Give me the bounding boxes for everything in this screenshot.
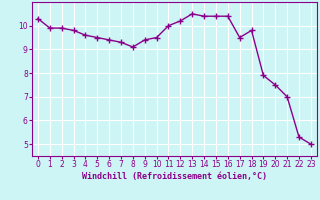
- X-axis label: Windchill (Refroidissement éolien,°C): Windchill (Refroidissement éolien,°C): [82, 172, 267, 181]
